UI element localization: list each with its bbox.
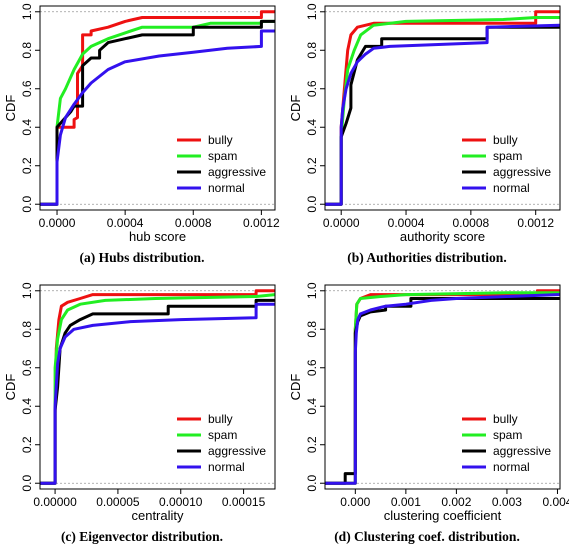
y-tick-label: 0.0 [20,196,34,213]
y-tick-label: 0.2 [20,436,34,453]
x-tick-label: 0.002 [441,495,471,509]
series-line-normal [40,29,275,206]
y-tick-label: 0.0 [20,475,34,492]
chart-hubs: 0.0000 0.0004 0.0008 0.0012 hub score 0.0 0.2 0… [3,3,280,244]
x-tick-label: 0.0012 [517,216,554,230]
y-tick-label: 1.0 [305,3,319,20]
panel-authorities: 0.0000 0.0004 0.0008 0.0012 authority score 0… [285,0,569,279]
panel-hubs: 0.0000 0.0004 0.0008 0.0012 hub score 0.0 0.2 0… [0,0,284,279]
y-tick-label: 0.6 [20,359,34,376]
legend-label-aggressive: aggressive [208,165,266,179]
y-tick-label: 1.0 [305,282,319,299]
x-tick-label: 0.00010 [159,495,203,509]
x-tick-label: 0.004 [542,495,569,509]
x-axis-label: clustering coefficient [384,508,502,523]
y-tick-label: 0.6 [305,80,319,97]
legend-label-spam: spam [208,149,237,163]
legend-label-normal: normal [493,181,530,195]
panel-clustering: 0.000 0.001 0.002 0.003 0.004 clustering coef… [285,279,569,558]
legend-label-bully: bully [493,133,518,147]
y-tick-label: 0.2 [305,436,319,453]
x-axis-label: hub score [129,229,186,244]
caption-hubs: (a) Hubs distribution. [79,250,205,265]
series-line-bully [40,10,275,206]
y-tick-label: 0.4 [20,398,34,415]
x-tick-label: 0.0008 [453,216,490,230]
x-axis-label: authority score [400,229,485,244]
y-tick-label: 0.0 [305,475,319,492]
caption-eigenvector: (c) Eigenvector distribution. [60,529,224,544]
plot-frame [324,5,561,211]
panel-eigenvector: 0.00000 0.00005 0.00010 0.00015 centrality 0.… [0,279,284,558]
plot-frame [324,284,561,490]
y-tick-label: 0.8 [20,42,34,59]
y-tick-label: 1.0 [20,3,34,20]
legend-label-bully: bully [493,412,518,426]
y-axis-label: CDF [3,374,18,401]
plot-frame [39,5,276,211]
y-tick-label: 0.2 [305,157,319,174]
series-line-spam [40,19,275,206]
caption-clustering: (d) Clustering coef. distribution. [334,529,520,544]
x-tick-label: 0.0008 [175,216,212,230]
caption-authorities: (b) Authorities distribution. [347,250,507,265]
y-tick-label: 0.6 [20,80,34,97]
y-tick-label: 0.8 [20,321,34,338]
legend-label-aggressive: aggressive [493,165,551,179]
x-tick-label: 0.0004 [388,216,425,230]
legend-label-bully: bully [208,133,233,147]
legend-label-bully: bully [208,412,233,426]
y-tick-label: 0.6 [305,359,319,376]
x-tick-label: 0.003 [492,495,522,509]
x-axis-label: centrality [131,508,184,523]
y-axis-label: CDF [288,95,303,122]
y-tick-label: 0.0 [305,196,319,213]
chart-authorities: 0.0000 0.0004 0.0008 0.0012 authority score 0… [288,3,561,244]
y-tick-label: 0.8 [305,321,319,338]
y-tick-label: 0.4 [20,119,34,136]
x-tick-label: 0.001 [391,495,421,509]
y-tick-label: 0.8 [305,42,319,59]
y-tick-label: 0.2 [20,157,34,174]
legend-label-normal: normal [208,460,245,474]
x-tick-label: 0.000 [340,495,370,509]
y-tick-label: 0.4 [305,119,319,136]
legend-label-normal: normal [493,460,530,474]
legend-label-aggressive: aggressive [208,444,266,458]
chart-clustering: 0.000 0.001 0.002 0.003 0.004 clustering coef… [288,282,569,523]
legend-label-normal: normal [208,181,245,195]
y-axis-label: CDF [3,95,18,122]
legend-label-aggressive: aggressive [493,444,551,458]
legend-label-spam: spam [493,428,522,442]
chart-eigenvector: 0.00000 0.00005 0.00010 0.00015 centrality 0.… [3,282,276,523]
legend-label-spam: spam [493,149,522,163]
y-tick-label: 1.0 [20,282,34,299]
plot-frame [39,284,276,490]
x-tick-label: 0.0012 [243,216,280,230]
x-tick-label: 0.00015 [222,495,266,509]
x-tick-label: 0.00000 [33,495,77,509]
series-line-normal [325,23,561,206]
x-tick-label: 0.0000 [323,216,360,230]
y-axis-label: CDF [288,374,303,401]
series-line-normal [325,293,560,485]
x-tick-label: 0.0000 [39,216,76,230]
x-tick-label: 0.00005 [96,495,140,509]
series-line-normal [40,302,275,485]
legend-label-spam: spam [208,428,237,442]
y-tick-label: 0.4 [305,398,319,415]
x-tick-label: 0.0004 [107,216,144,230]
